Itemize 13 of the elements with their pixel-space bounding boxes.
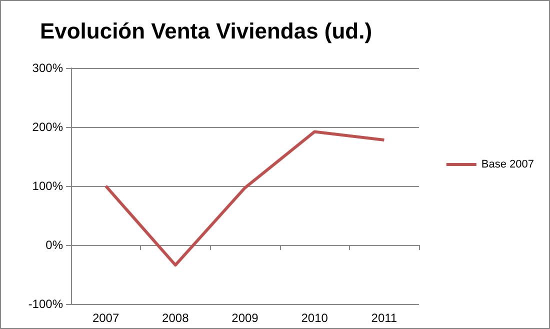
line-series: [104, 130, 386, 267]
y-tick-label: 300%: [32, 61, 64, 75]
y-tick-label: 0%: [46, 238, 64, 252]
legend-label: Base 2007: [481, 158, 534, 170]
chart-title: Evolución Venta Viviendas (ud.): [40, 18, 372, 44]
x-tick-label: 2007: [92, 311, 120, 325]
x-tick-label: 2010: [301, 311, 328, 325]
x-tick-label: 2009: [232, 311, 259, 325]
y-tick-label: 100%: [32, 179, 64, 193]
y-tick-label: 200%: [32, 120, 64, 134]
y-tick-label: -100%: [28, 297, 64, 311]
x-tick-label: 2011: [371, 311, 398, 325]
x-tick-label: 2008: [162, 311, 190, 325]
